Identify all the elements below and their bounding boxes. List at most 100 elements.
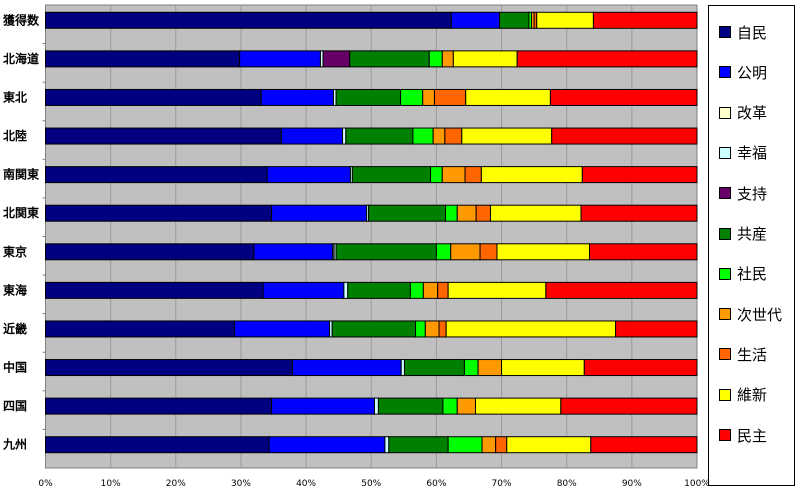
bar-segment-公明 bbox=[268, 436, 386, 454]
legend-item: 幸福 bbox=[719, 143, 767, 163]
legend-label: 共産 bbox=[737, 225, 768, 243]
bar-segment-民主 bbox=[551, 127, 698, 145]
legend-item: 支持 bbox=[719, 183, 767, 203]
bar-segment-生活 bbox=[495, 436, 508, 454]
bar-segment-社民 bbox=[430, 166, 443, 184]
bar-segment-共産 bbox=[368, 204, 447, 222]
legend-swatch bbox=[719, 26, 731, 38]
bar-segment-次世代 bbox=[441, 166, 466, 184]
bar-segment-公明 bbox=[271, 397, 376, 415]
bar-segment-維新 bbox=[461, 127, 553, 145]
bar-segment-民主 bbox=[589, 243, 698, 261]
bar-segment-次世代 bbox=[432, 127, 446, 145]
category-label: 近畿 bbox=[3, 321, 27, 336]
bar-segment-公明 bbox=[266, 166, 351, 184]
legend-label: 次世代 bbox=[737, 305, 783, 324]
legend-label: 幸福 bbox=[737, 144, 768, 163]
bar-segment-生活 bbox=[475, 204, 491, 222]
bar-segment-公明 bbox=[280, 127, 344, 145]
bar-segment-維新 bbox=[474, 397, 562, 415]
bar-segment-幸福 bbox=[374, 397, 379, 415]
legend-swatch bbox=[719, 388, 731, 401]
bar-segment-社民 bbox=[428, 50, 443, 68]
legend-label: 民主 bbox=[737, 426, 768, 445]
legend-label: 支持 bbox=[737, 184, 768, 203]
bar-segment-共産 bbox=[335, 243, 437, 261]
bar-segment-公明 bbox=[262, 281, 345, 299]
legend-item: 次世代 bbox=[719, 304, 782, 324]
legend-label: 改革 bbox=[737, 104, 768, 123]
bar-segment-維新 bbox=[465, 88, 551, 106]
bar-segment-共産 bbox=[335, 88, 402, 106]
bar-segment-維新 bbox=[452, 50, 518, 68]
bar-segment-公明 bbox=[271, 204, 368, 222]
category-label: 北海道 bbox=[3, 51, 39, 66]
bar-segment-民主 bbox=[516, 50, 698, 68]
category-label: 九州 bbox=[2, 437, 27, 452]
category-label: 北陸 bbox=[3, 128, 27, 143]
x-tick-label: 70% bbox=[492, 479, 512, 489]
legend-item: 社民 bbox=[719, 264, 767, 284]
bar-segment-民主 bbox=[592, 11, 698, 29]
bar-segment-自民 bbox=[45, 397, 273, 415]
bar-segment-共産 bbox=[499, 11, 530, 29]
bar-segment-自民 bbox=[45, 204, 273, 222]
x-tick-label: 60% bbox=[426, 479, 446, 489]
bar-segment-幸福 bbox=[384, 436, 390, 454]
bar-segment-社民 bbox=[400, 88, 424, 106]
bar-segment-生活 bbox=[444, 127, 463, 145]
bar-segment-次世代 bbox=[422, 88, 435, 106]
bar-segment-公明 bbox=[450, 11, 501, 29]
category-label: 東北 bbox=[3, 89, 27, 104]
bar-segment-公明 bbox=[260, 88, 334, 106]
legend-swatch bbox=[719, 308, 731, 321]
legend-item: 生活 bbox=[719, 344, 767, 364]
bar-segment-自民 bbox=[45, 436, 270, 454]
bar-segment-共産 bbox=[345, 127, 414, 145]
bar-segment-維新 bbox=[489, 204, 582, 222]
x-tick-label: 30% bbox=[231, 479, 251, 489]
bar-segment-生活 bbox=[464, 166, 482, 184]
bar-segment-次世代 bbox=[441, 50, 454, 68]
category-label: 獲得数 bbox=[3, 12, 40, 27]
bar-segment-共産 bbox=[347, 281, 411, 299]
bar-segment-社民 bbox=[435, 243, 452, 261]
bar-segment-生活 bbox=[479, 243, 498, 261]
legend-label: 生活 bbox=[737, 345, 768, 364]
legend-item: 維新 bbox=[719, 385, 767, 405]
bar-segment-自民 bbox=[45, 166, 268, 184]
x-tick-label: 10% bbox=[101, 479, 121, 489]
bar-segment-民主 bbox=[615, 320, 698, 338]
legend-label: 自民 bbox=[737, 23, 768, 42]
bar-segment-公明 bbox=[291, 359, 402, 377]
bar-segment-維新 bbox=[445, 320, 617, 338]
bar-segment-維新 bbox=[501, 359, 585, 377]
legend-item: 民主 bbox=[719, 425, 767, 445]
x-tick-label: 50% bbox=[361, 479, 381, 489]
bar-segment-社民 bbox=[442, 397, 458, 415]
bar-segment-公明 bbox=[233, 320, 331, 338]
legend-label: 社民 bbox=[737, 265, 768, 284]
category-label: 東京 bbox=[3, 244, 27, 259]
category-label: 南関東 bbox=[3, 167, 39, 182]
bar-segment-自民 bbox=[45, 50, 241, 68]
bar-segment-社民 bbox=[412, 127, 434, 145]
bar-segment-維新 bbox=[480, 166, 583, 184]
bar-segment-自民 bbox=[45, 88, 262, 106]
bar-segment-民主 bbox=[560, 397, 698, 415]
category-label: 北関東 bbox=[3, 205, 39, 220]
bar-segment-維新 bbox=[506, 436, 592, 454]
bar-segment-民主 bbox=[549, 88, 698, 106]
bar-segment-社民 bbox=[463, 359, 479, 377]
x-tick-label: 80% bbox=[557, 479, 577, 489]
bar-segment-共産 bbox=[403, 359, 465, 377]
bar-segment-民主 bbox=[580, 204, 698, 222]
bar-segment-自民 bbox=[45, 359, 293, 377]
legend-label: 維新 bbox=[737, 386, 768, 405]
x-tick-label: 0% bbox=[38, 479, 53, 489]
legend-swatch bbox=[719, 267, 731, 280]
legend-swatch bbox=[719, 106, 731, 119]
bar-segment-社民 bbox=[409, 281, 424, 299]
category-label: 四国 bbox=[3, 399, 27, 413]
